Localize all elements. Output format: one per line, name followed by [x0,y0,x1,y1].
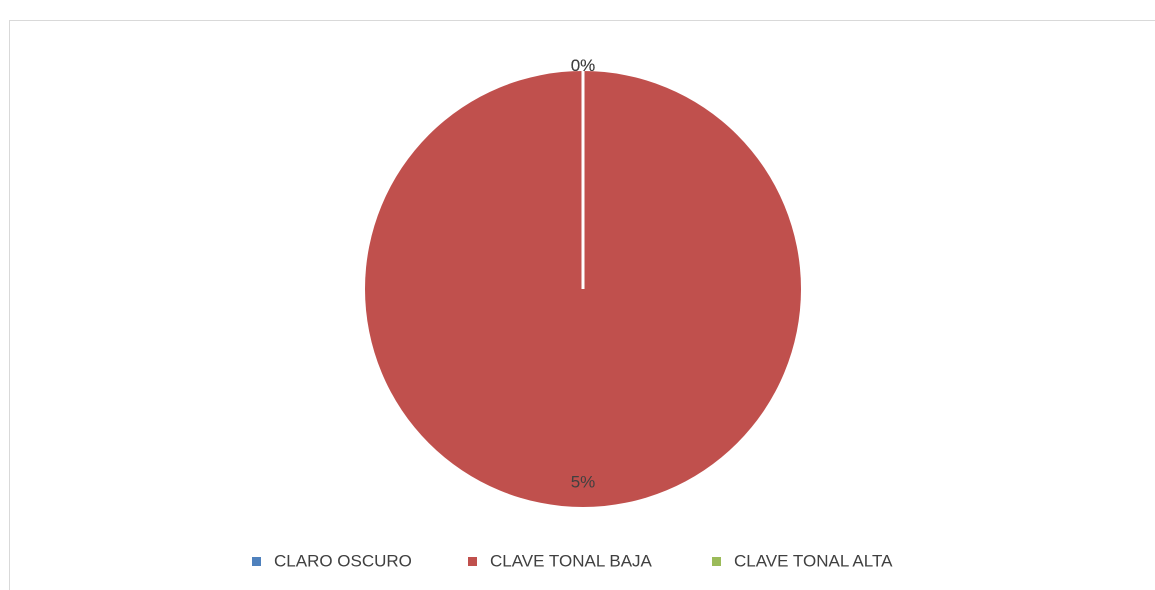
legend: CLARO OSCURO CLAVE TONAL BAJA CLAVE TONAL … [252,551,893,570]
legend-swatch [252,557,261,566]
pie: 0%5%0% [365,56,801,507]
data-label: 0% [571,56,596,75]
legend-swatch [712,557,721,566]
legend-label: CLARO OSCURO [274,551,412,570]
legend-label: CLAVE TONAL BAJA [490,551,653,570]
data-label: 0% [571,56,596,75]
data-label: 5% [571,473,596,492]
legend-label: CLAVE TONAL ALTA [734,551,893,570]
legend-swatch [468,557,477,566]
